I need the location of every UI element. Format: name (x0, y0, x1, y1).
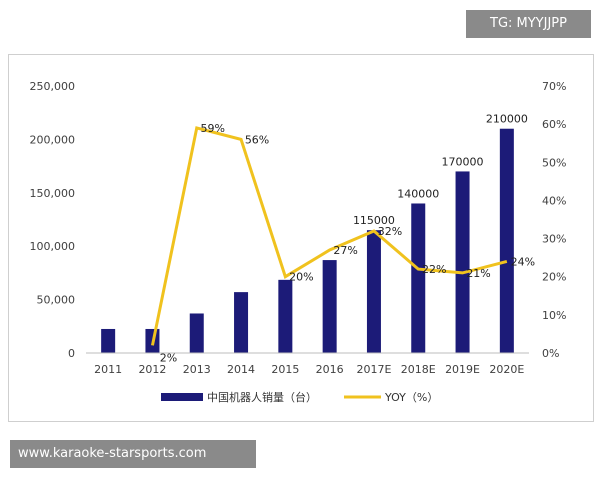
yoy-value-label: 32% (378, 225, 402, 238)
bar-series (101, 128, 514, 353)
bar-value-label: 210000 (486, 113, 528, 126)
x-tick-label: 2014 (227, 363, 255, 376)
yoy-value-label: 56% (245, 133, 269, 146)
yoy-value-label: 21% (466, 267, 490, 280)
right-y-axis: 0% 10% 20% 30% 40% 50% 60% 70% (542, 80, 566, 360)
right-y-tick-label: 60% (542, 118, 566, 131)
left-y-tick-label: 150,000 (30, 187, 76, 200)
x-tick-label: 2018E (401, 363, 436, 376)
x-axis-ticks: 2011 2012 2013 2014 2015 2016 2017E 2018E 2019E 2… (94, 363, 524, 376)
left-y-tick-label: 250,000 (30, 80, 76, 93)
right-y-tick-label: 70% (542, 80, 566, 93)
yoy-value-label: 27% (333, 244, 357, 257)
yoy-value-label: 2% (160, 351, 177, 364)
bar (411, 203, 426, 353)
x-tick-label: 2019E (445, 363, 480, 376)
right-y-tick-label: 0% (542, 347, 559, 360)
chart-frame: 0 50,000 100,000 150,000 200,000 250,000 0% 10… (8, 54, 594, 422)
bar (234, 292, 249, 353)
line-series (150, 126, 508, 346)
legend: 中国机器人销量（台） YOY（%） (161, 390, 438, 404)
x-tick-label: 2016 (316, 363, 344, 376)
left-y-tick-label: 50,000 (37, 294, 76, 307)
x-tick-label: 2020E (489, 363, 524, 376)
bar (101, 328, 116, 353)
legend-bar-label: 中国机器人销量（台） (207, 390, 317, 404)
bar (189, 313, 204, 353)
bar-value-label: 140000 (397, 187, 439, 200)
bar (322, 260, 337, 353)
bar (278, 279, 293, 353)
bar (499, 128, 514, 353)
bar-value-label: 170000 (442, 155, 484, 168)
right-y-tick-label: 10% (542, 309, 566, 322)
legend-bar-swatch (161, 393, 203, 401)
yoy-value-label: 24% (511, 255, 535, 268)
x-tick-label: 2015 (271, 363, 299, 376)
right-y-tick-label: 40% (542, 194, 566, 207)
yoy-value-label: 22% (422, 263, 446, 276)
combo-chart: 0 50,000 100,000 150,000 200,000 250,000 0% 10… (30, 80, 567, 404)
x-tick-label: 2012 (138, 363, 166, 376)
yoy-line (150, 126, 508, 346)
bar (455, 171, 470, 353)
left-y-tick-label: 200,000 (30, 133, 76, 146)
watermark-bottom: www.karaoke-starsports.com (10, 440, 256, 468)
line-data-labels: 2% 59% 56% 20% 27% 32% 22% 21% 24% (160, 122, 535, 364)
x-tick-label: 2013 (183, 363, 211, 376)
yoy-value-label: 59% (201, 122, 225, 135)
left-y-axis: 0 50,000 100,000 150,000 200,000 250,000 (30, 80, 76, 360)
legend-line-label: YOY（%） (384, 391, 438, 404)
left-y-tick-label: 0 (68, 347, 75, 360)
right-y-tick-label: 30% (542, 233, 566, 246)
watermark-top: TG: MYYJJPP (466, 10, 591, 38)
x-tick-label: 2017E (356, 363, 391, 376)
bar-value-label: 115000 (353, 214, 395, 227)
yoy-value-label: 20% (289, 271, 313, 284)
left-y-tick-label: 100,000 (30, 240, 76, 253)
right-y-tick-label: 50% (542, 156, 566, 169)
bar (366, 230, 381, 353)
x-tick-label: 2011 (94, 363, 122, 376)
right-y-tick-label: 20% (542, 271, 566, 284)
bar-data-labels: 115000 140000 170000 210000 (353, 113, 528, 227)
